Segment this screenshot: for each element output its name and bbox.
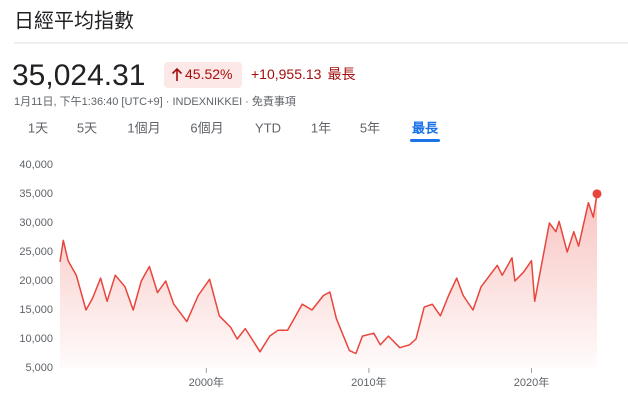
price-line bbox=[59, 193, 598, 355]
range-tab[interactable]: 1天 bbox=[28, 120, 48, 135]
change-value: +10,955.13 bbox=[251, 66, 322, 82]
title: 日經平均指數 bbox=[14, 9, 134, 32]
change-period: 最長 bbox=[327, 66, 355, 82]
range-tab[interactable]: 1年 bbox=[311, 120, 331, 135]
price: 35,024.31 bbox=[12, 59, 145, 92]
y-tick-label: 30,000 bbox=[19, 217, 53, 229]
y-tick-label: 25,000 bbox=[19, 246, 53, 258]
range-tab[interactable]: 最長 bbox=[412, 120, 439, 135]
subtitle: 1月11日, 下午1:36:40 [UTC+9] · INDEXNIKKEI ·… bbox=[14, 94, 296, 108]
change-badge bbox=[164, 62, 242, 88]
y-tick-label: 20,000 bbox=[19, 275, 53, 287]
change-percent: 45.52% bbox=[185, 66, 232, 82]
y-tick-label: 10,000 bbox=[19, 333, 53, 345]
range-tab[interactable]: 5天 bbox=[77, 120, 97, 135]
last-point bbox=[592, 189, 602, 199]
x-tick-label: 2000年 bbox=[189, 375, 224, 389]
range-tab[interactable]: 5年 bbox=[360, 120, 380, 135]
range-tab[interactable]: YTD bbox=[255, 120, 281, 135]
y-tick-label: 40,000 bbox=[19, 159, 53, 171]
y-tick-label: 15,000 bbox=[19, 304, 53, 316]
x-tick-label: 2020年 bbox=[514, 375, 549, 389]
y-tick-label: 35,000 bbox=[19, 188, 53, 200]
range-tab[interactable]: 6個月 bbox=[190, 120, 223, 135]
x-tick-label: 2010年 bbox=[351, 375, 386, 389]
tab-underline bbox=[409, 139, 441, 142]
up-arrow-icon bbox=[171, 67, 183, 81]
range-tab[interactable]: 1個月 bbox=[127, 120, 160, 135]
area-fill bbox=[60, 193, 597, 368]
y-tick-label: 5,000 bbox=[25, 362, 53, 374]
